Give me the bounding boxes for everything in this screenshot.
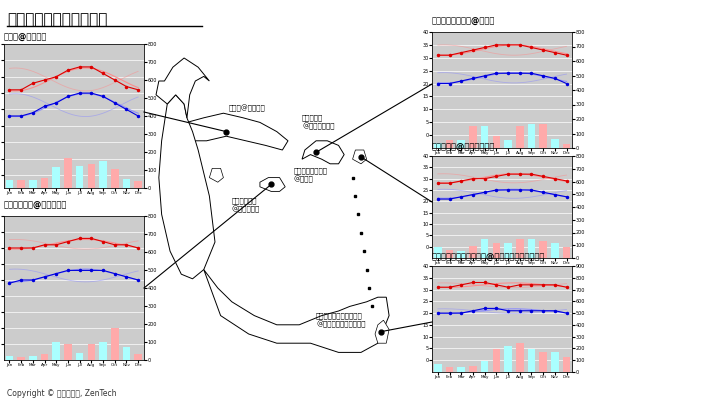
Bar: [469, 366, 477, 372]
Bar: [504, 140, 512, 148]
Bar: [551, 243, 559, 258]
Bar: [17, 357, 25, 360]
Text: ポート・オブ・スペイン@トリニダード・トバゴ: ポート・オブ・スペイン@トリニダード・トバゴ: [432, 253, 545, 262]
Bar: [122, 347, 130, 360]
Bar: [551, 139, 559, 148]
Bar: [99, 342, 107, 360]
Text: キングストン
@ジャマイカ: キングストン @ジャマイカ: [232, 197, 260, 213]
Bar: [469, 246, 477, 258]
Polygon shape: [156, 58, 210, 118]
Bar: [481, 361, 488, 372]
Bar: [539, 352, 547, 372]
Bar: [6, 180, 13, 188]
Bar: [516, 343, 523, 372]
Text: ハバナ@キューバ: ハバナ@キューバ: [229, 105, 266, 112]
Polygon shape: [260, 178, 285, 191]
Bar: [53, 342, 60, 360]
Bar: [481, 239, 488, 258]
Bar: [434, 247, 441, 258]
Polygon shape: [302, 141, 344, 164]
Bar: [446, 367, 454, 372]
Bar: [434, 364, 441, 372]
Bar: [6, 356, 13, 360]
Polygon shape: [204, 270, 389, 352]
Bar: [99, 161, 107, 188]
Bar: [516, 126, 523, 148]
Bar: [563, 357, 570, 372]
Text: キングストン@ジャマイカ: キングストン@ジャマイカ: [4, 201, 67, 210]
Bar: [434, 143, 441, 148]
Bar: [563, 144, 570, 148]
Bar: [504, 346, 512, 372]
Bar: [111, 169, 119, 188]
Bar: [563, 247, 570, 258]
Text: ポート・オブ・スペイン
@トリニダード・トバゴ: ポート・オブ・スペイン @トリニダード・トバゴ: [316, 312, 366, 328]
Bar: [492, 136, 500, 148]
Bar: [516, 239, 523, 258]
Bar: [446, 140, 454, 148]
Bar: [446, 250, 454, 258]
Text: カリブ海主要都市の気温: カリブ海主要都市の気温: [7, 12, 107, 27]
Bar: [457, 251, 465, 258]
Bar: [539, 124, 547, 148]
Bar: [76, 166, 84, 188]
Text: ポルトープランス
@ハイチ: ポルトープランス @ハイチ: [294, 168, 328, 183]
Bar: [528, 349, 535, 372]
Text: ハバナ@キューバ: ハバナ@キューバ: [4, 33, 47, 42]
Bar: [29, 180, 37, 188]
Bar: [76, 353, 84, 360]
Polygon shape: [210, 168, 223, 182]
Bar: [528, 124, 535, 148]
Bar: [41, 178, 48, 188]
Bar: [41, 354, 48, 360]
Bar: [29, 356, 37, 360]
Bar: [539, 241, 547, 258]
Bar: [111, 328, 119, 360]
Bar: [88, 164, 95, 188]
Bar: [492, 349, 500, 372]
Bar: [528, 239, 535, 258]
Text: ポルトープランス@ハイチ: ポルトープランス@ハイチ: [432, 17, 495, 26]
Text: サンフアン
@プエルトリコ: サンフアン @プエルトリコ: [302, 114, 335, 130]
Bar: [64, 344, 72, 360]
Text: Copyright © 旅行のとも, ZenTech: Copyright © 旅行のとも, ZenTech: [7, 389, 117, 398]
Polygon shape: [375, 320, 389, 343]
Bar: [135, 181, 142, 188]
Polygon shape: [353, 150, 366, 164]
Polygon shape: [159, 95, 215, 279]
Bar: [53, 166, 60, 188]
Bar: [122, 179, 130, 188]
Bar: [551, 352, 559, 372]
Bar: [135, 354, 142, 360]
Bar: [64, 158, 72, 188]
Bar: [481, 126, 488, 148]
Bar: [88, 344, 95, 360]
Bar: [492, 242, 500, 258]
Bar: [457, 366, 465, 372]
Bar: [504, 243, 512, 258]
Polygon shape: [176, 113, 288, 150]
Text: サンフアン@プエルトリコ: サンフアン@プエルトリコ: [432, 143, 495, 152]
Bar: [457, 140, 465, 148]
Bar: [469, 126, 477, 148]
Bar: [17, 180, 25, 188]
